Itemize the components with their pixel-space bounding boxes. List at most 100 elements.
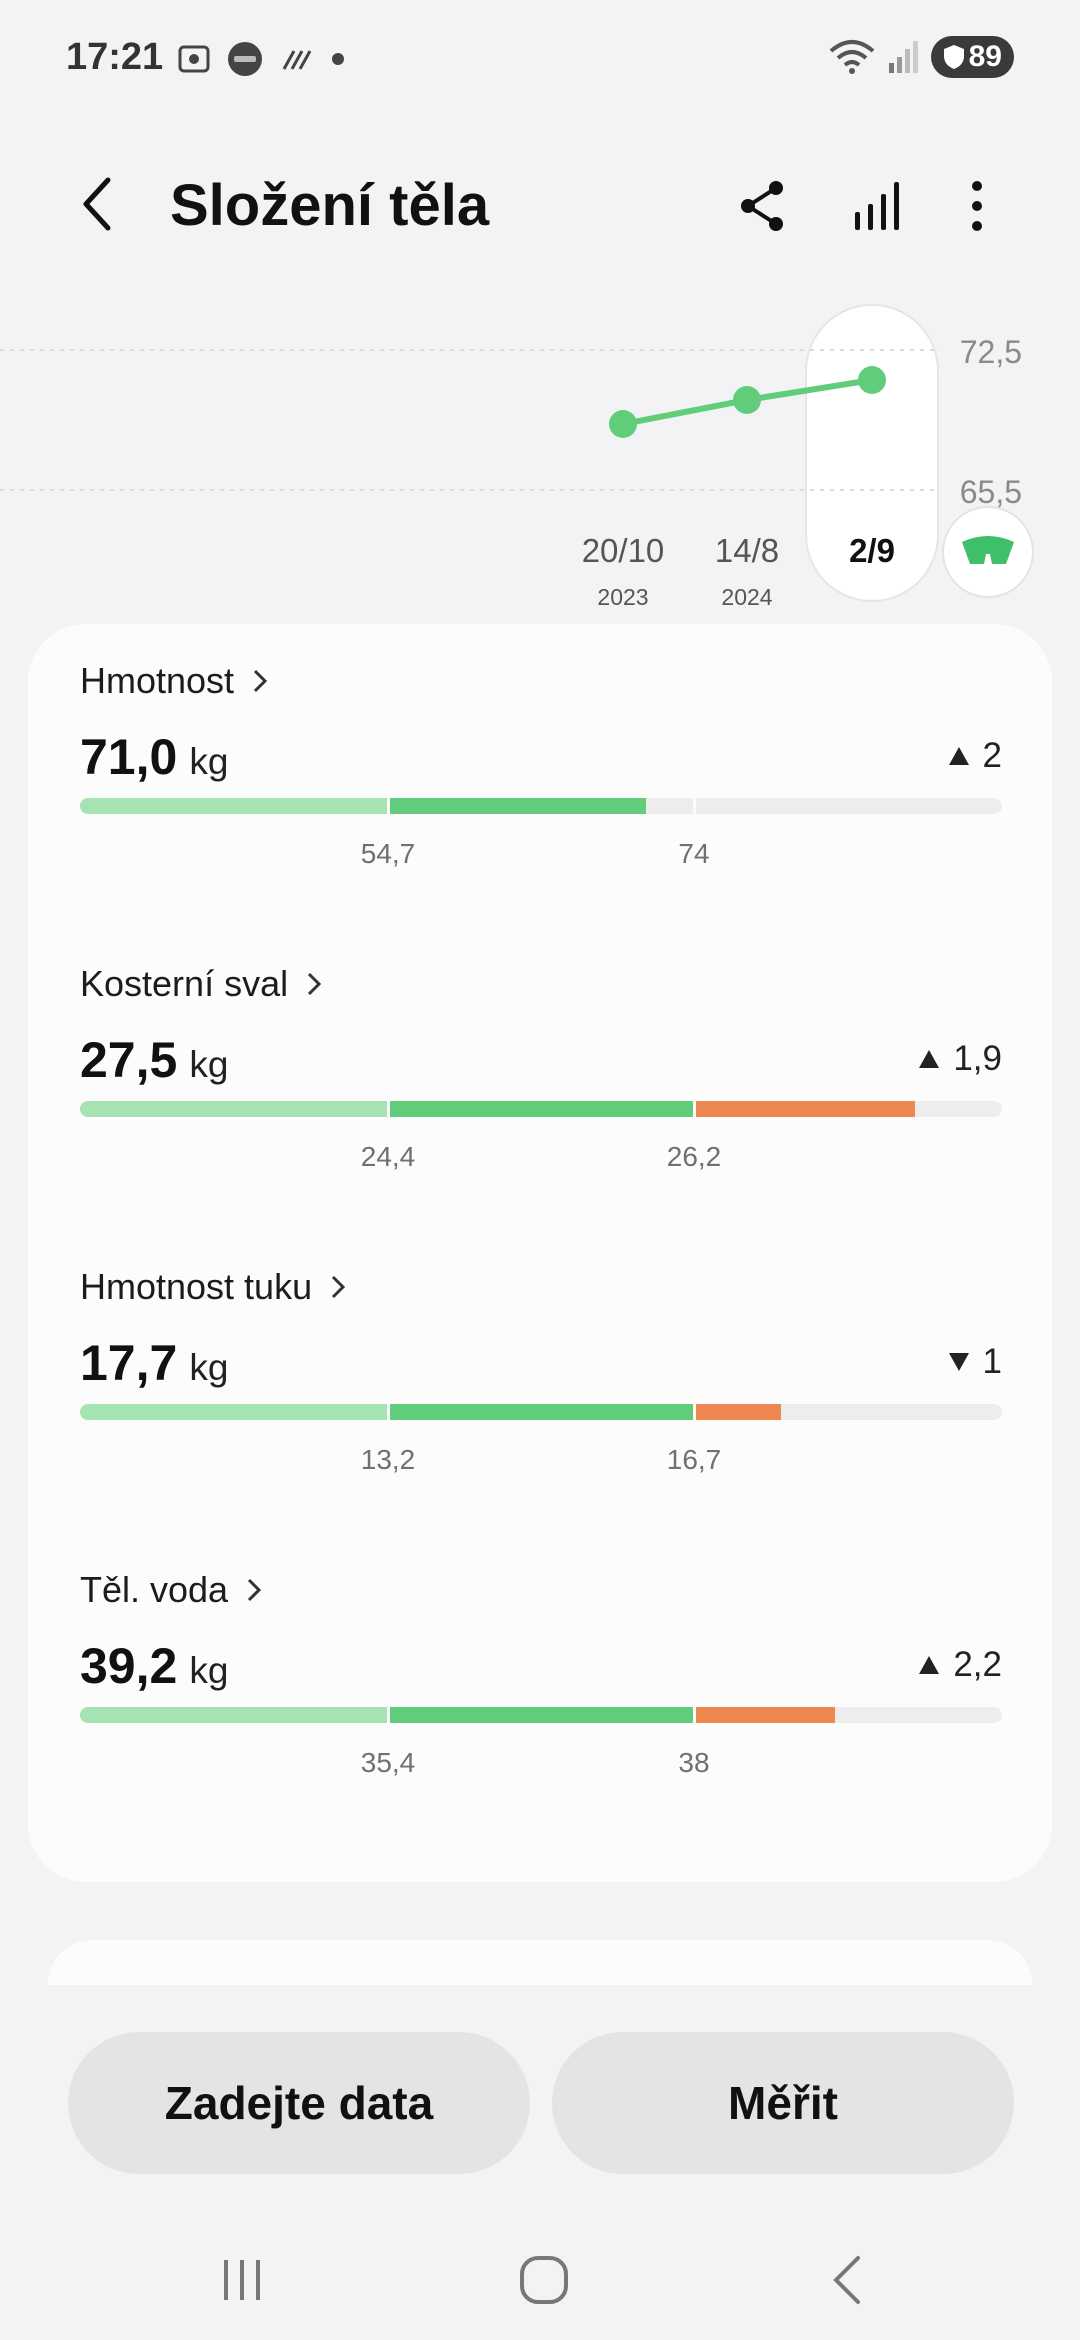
x-label-date: 2/9 [849,532,895,569]
range-segment-low [80,1404,388,1420]
x-label-point-1[interactable]: 20/10 2023 [553,532,693,611]
share-button[interactable] [730,174,794,238]
x-label-point-3[interactable]: 2/9 [802,532,942,570]
trend-chart-svg [0,349,940,491]
range-high-label: 74 [678,838,710,869]
dot-icon [332,53,344,65]
range-segment-high [694,1404,782,1420]
metric-value: 27,5 [80,1032,178,1088]
status-time: 17:21 [66,36,164,78]
back-nav-icon[interactable] [818,2250,878,2310]
metric-body-water[interactable]: Těl. voda 39,2 kg 2,2 35,4 38 [80,1569,1002,1829]
metric-name: Kosterní sval [80,963,289,1004]
range-divider [693,1101,696,1117]
metric-name-row[interactable]: Hmotnost tuku [80,1266,1002,1308]
x-label-date: 14/8 [714,532,780,569]
metric-unit: kg [189,1347,229,1388]
x-label-year: 2023 [597,584,649,610]
metric-change: 1,9 [917,1039,1002,1079]
range-divider [387,1101,390,1117]
metric-value: 17,7 [80,1335,178,1391]
range-low-label: 24,4 [360,1141,416,1172]
range-bar [80,1707,1002,1723]
x-label-date: 20/10 [581,532,665,569]
app-header: Složení těla [0,150,1080,260]
range-segment-high [694,1707,836,1723]
range-bar [80,1404,1002,1420]
metric-name-row[interactable]: Těl. voda [80,1569,1002,1611]
range-segment-normal [388,798,647,814]
metric-fat-mass[interactable]: Hmotnost tuku 17,7 kg 1 13,2 16,7 [80,1266,1002,1526]
triangle-up-icon [919,1656,940,1674]
range-segment-normal [388,1101,694,1117]
metric-change: 1 [947,1342,1002,1382]
chevron-right-icon [308,972,322,996]
y-tick-label: 65,5 [959,474,1022,510]
range-high-label: 16,7 [666,1444,722,1475]
metric-change: 2,2 [917,1645,1002,1685]
chevron-right-icon [254,669,268,693]
range-divider [693,1707,696,1723]
range-high-label: 38 [678,1747,710,1778]
metric-unit: kg [189,1650,229,1691]
metric-unit: kg [189,1044,229,1085]
recent-apps-icon[interactable] [212,2250,272,2310]
metric-value-row: 17,7 kg [80,1334,228,1392]
enter-data-button[interactable]: Zadejte data [68,2032,530,2174]
home-icon[interactable] [514,2250,574,2310]
data-point [733,386,761,414]
chevron-right-icon [332,1275,346,1299]
metrics-card: Hmotnost 71,0 kg 2 54,7 74 Kosterní sval… [28,624,1052,1882]
trends-button[interactable] [845,174,909,238]
range-bar [80,798,1002,814]
status-bar: 17:21 [0,0,1080,120]
battery-indicator: 89 [930,36,1014,78]
data-point [858,366,886,394]
back-arrow-icon[interactable] [70,174,130,234]
range-segment-low [80,1101,388,1117]
metric-name: Těl. voda [80,1569,229,1610]
shield-icon [943,45,964,69]
wifi-icon [829,40,874,74]
chevron-right-icon [248,1578,262,1602]
range-low-label: 35,4 [360,1747,416,1778]
metric-value-row: 71,0 kg [80,728,228,786]
bar-chart-icon [855,182,899,230]
metric-name-row[interactable]: Kosterní sval [80,963,1002,1005]
triangle-down-icon [948,1353,969,1371]
metric-name: Hmotnost tuku [80,1266,313,1307]
metric-value: 71,0 [80,729,178,785]
metric-change-value: 2,2 [953,1645,1002,1684]
range-low-label: 13,2 [360,1444,416,1475]
range-divider [387,798,390,814]
range-segment-high [694,1101,915,1117]
data-point [609,410,637,438]
range-divider [387,1404,390,1420]
battery-level: 89 [968,40,1002,73]
body-scale-icon [962,536,1014,564]
metric-name-row[interactable]: Hmotnost [80,660,1002,702]
metric-weight[interactable]: Hmotnost 71,0 kg 2 54,7 74 [80,660,1002,920]
range-divider [387,1707,390,1723]
x-label-point-2[interactable]: 14/8 2024 [677,532,817,611]
range-divider [693,798,696,814]
metric-change-value: 2 [982,736,1002,775]
metric-unit: kg [189,741,229,782]
weight-trend-chart: 72,5 65,5 20/10 2023 14/8 2024 2/9 [0,300,1080,620]
metric-change-value: 1 [982,1342,1002,1381]
range-segment-low [80,798,388,814]
sync-stripes-icon [282,50,312,70]
more-vertical-icon [972,181,982,231]
metric-value-row: 39,2 kg [80,1637,228,1695]
measure-button[interactable]: Měřit [552,2032,1014,2174]
scale-device-button[interactable] [944,508,1032,596]
range-bar [80,1101,1002,1117]
range-segment-normal [388,1707,694,1723]
metric-change: 2 [947,736,1002,776]
metric-skeletal-muscle[interactable]: Kosterní sval 27,5 kg 1,9 24,4 26,2 [80,963,1002,1223]
more-options-button[interactable] [945,174,1009,238]
range-low-label: 54,7 [360,838,416,869]
triangle-up-icon [948,747,969,765]
status-right: 89 [827,36,1014,78]
